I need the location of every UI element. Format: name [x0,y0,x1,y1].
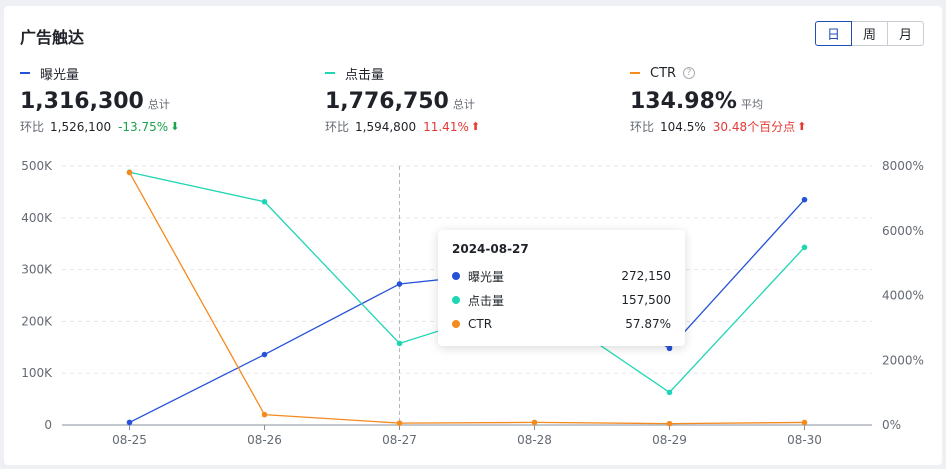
period-week-button[interactable]: 周 [851,21,888,46]
series-line [128,172,805,425]
x-tick-label: 08-25 [112,433,147,447]
data-point [261,411,268,418]
data-point [801,419,808,426]
y-left-tick-label: 400K [21,211,53,225]
data-point [396,420,403,426]
data-point [666,345,673,352]
card-title: 广告触达 [20,28,85,47]
compare-change: 30.48个百分点 [712,120,796,134]
tooltip-series-value: 157,500 [621,293,671,307]
y-right-tick-label: 2000% [882,353,924,367]
compare-label: 环比 [325,120,350,134]
tooltip-series-name: CTR [468,317,493,331]
chart-tooltip: 2024-08-27 曝光量 272,150 点击量 157,500 CTR 5… [438,230,685,346]
compare-label: 环比 [20,120,45,134]
period-month-button[interactable]: 月 [887,21,924,46]
tooltip-series-value: 272,150 [621,269,671,283]
data-point [801,196,808,203]
data-point [666,389,673,396]
y-left-tick-label: 200K [21,314,53,328]
compare-prev-value: 104.5% [660,119,706,134]
tooltip-series-value: 57.87% [625,317,671,331]
x-tick-label: 08-27 [382,433,417,447]
compare-prev-value: 1,594,800 [355,119,417,134]
data-point [126,169,133,176]
metric-name: 曝光量 [40,67,80,83]
tooltip-date: 2024-08-27 [452,242,529,256]
data-point [666,420,673,427]
metric-name: 点击量 [345,67,385,83]
arrow-up-icon: ⬆ [470,120,481,133]
tooltip-series-name: 曝光量 [468,269,505,284]
data-point [261,198,268,205]
series-color-line [325,72,335,74]
compare-prev-value: 1,526,100 [50,119,112,134]
y-right-tick-label: 8000% [882,159,924,173]
tooltip-series-name: 点击量 [468,293,505,308]
data-point [531,419,538,426]
y-right-tick-label: 6000% [882,224,924,238]
series-dot-icon [452,296,460,304]
metric-unit: 总计 [147,98,170,111]
metric-value: 134.98% [630,89,737,114]
y-left-tick-label: 100K [21,366,53,380]
series-color-line [20,72,30,74]
y-right-tick-label: 0% [882,418,901,432]
data-point [396,340,403,347]
y-left-tick-label: 0 [44,418,52,432]
metric-impressions: 曝光量 1,316,300 总计 环比 1,526,100 -13.75% ⬇ [20,64,179,135]
period-day-button[interactable]: 日 [815,21,852,46]
data-point [801,244,808,251]
metric-unit: 平均 [740,98,763,111]
x-tick-label: 08-28 [517,433,552,447]
data-point [126,419,133,426]
metric-name: CTR [650,65,677,81]
x-tick-label: 08-26 [247,433,282,447]
x-tick-label: 08-29 [652,433,687,447]
metric-value: 1,776,750 [325,89,449,114]
data-point [261,351,268,358]
ad-reach-card: 广告触达 日 周 月 曝光量 1,316,300 总计 环比 1,526,100… [4,6,942,465]
series-dot-icon [452,272,460,280]
data-point [396,281,403,287]
y-right-tick-label: 4000% [882,289,924,303]
help-icon[interactable]: ? [683,67,696,79]
metric-unit: 总计 [452,98,475,111]
x-tick-label: 08-30 [787,433,822,447]
series-color-line [630,72,640,74]
tooltip-row: 曝光量 272,150 [452,264,671,288]
tooltip-row: CTR 57.87% [452,312,671,336]
series-dot-icon [452,320,460,328]
metric-clicks: 点击量 1,776,750 总计 环比 1,594,800 11.41% ⬆ [325,64,480,135]
period-toggle: 日 周 月 [815,21,924,46]
compare-label: 环比 [630,120,655,134]
arrow-up-icon: ⬆ [797,120,807,133]
metric-ctr: CTR ? 134.98% 平均 环比 104.5% 30.48个百分点 ⬆ [630,64,806,135]
compare-change: -13.75% [118,119,169,134]
y-left-tick-label: 300K [21,263,53,277]
y-left-tick-label: 500K [21,159,53,173]
arrow-down-icon: ⬇ [170,120,180,133]
metric-value: 1,316,300 [20,89,144,114]
compare-change: 11.41% [423,119,469,134]
tooltip-row: 点击量 157,500 [452,288,671,312]
